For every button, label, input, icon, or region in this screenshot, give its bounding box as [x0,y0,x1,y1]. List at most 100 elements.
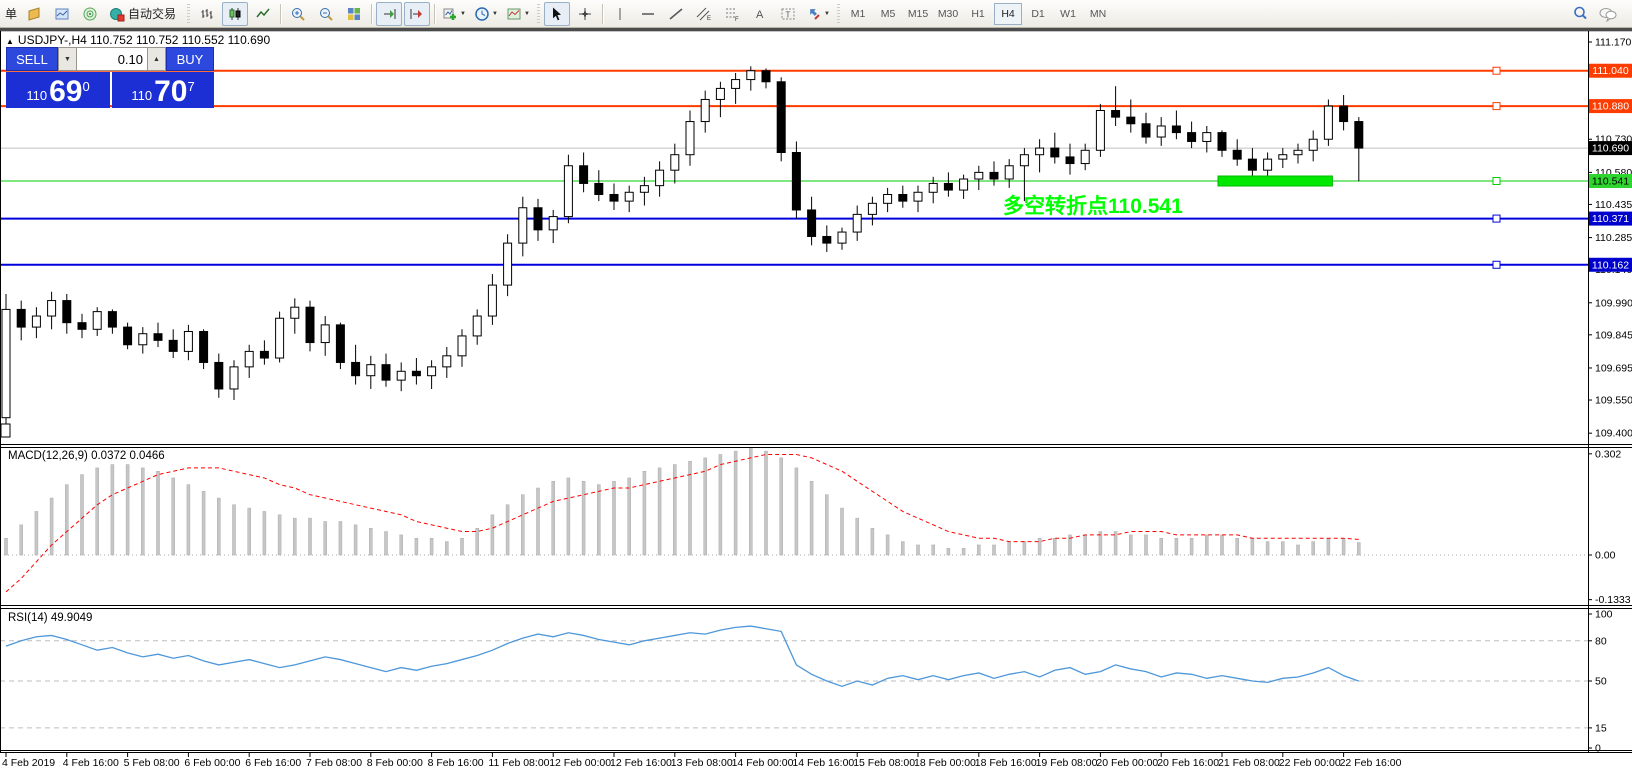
sell-price-tile[interactable]: 110 69 0 [6,72,110,108]
tab-timeframe-h4[interactable]: H4 [994,2,1023,25]
tab-timeframe-w1[interactable]: W1 [1060,7,1076,20]
horizontal-line-button[interactable] [635,2,661,26]
volume-input[interactable] [77,47,147,71]
pivot-annotation-text[interactable]: 多空转折点110.541 [1003,195,1183,218]
chat-icon [1599,7,1617,22]
fibonacci-button[interactable]: F [719,2,745,26]
svg-text:20 Feb 00:00: 20 Feb 00:00 [1096,757,1158,769]
auto-scroll-icon [384,8,396,19]
price-level-line[interactable] [0,260,1588,269]
time-scale[interactable]: 4 Feb 2019 4 Feb 16:00 5 Feb 08:00 6 Feb 00… [2,753,1402,769]
new-order-icon [28,6,40,21]
market-watch-button[interactable] [49,2,75,26]
line-chart-button[interactable] [250,2,276,26]
autotrading-button[interactable]: 自动交易 [105,2,183,26]
tab-timeframe-m30[interactable]: M30 [937,7,959,20]
tile-windows-button[interactable] [341,2,367,26]
bar-chart-button[interactable] [194,2,220,26]
level-handle[interactable] [1492,66,1501,75]
level-handle[interactable] [1492,177,1501,186]
pivot-highlight-box[interactable] [1217,175,1333,187]
svg-text:110.690: 110.690 [1592,143,1629,155]
equidistant-channel-button[interactable]: E [691,2,717,26]
auto-scroll-button[interactable] [376,1,403,26]
level-handle[interactable] [1492,102,1501,111]
tab-timeframe-d1[interactable]: D1 [1031,7,1045,20]
sell-price-sup: 0 [82,79,90,94]
chevron-down-icon: ▼ [824,10,830,17]
tab-timeframe-mn[interactable]: MN [1089,7,1107,20]
zoom-out-button[interactable] [313,2,339,26]
svg-text:110.162: 110.162 [1592,259,1629,271]
price-level-line[interactable] [0,102,1588,111]
text-button[interactable]: A [747,2,773,26]
price-scale[interactable]: 111.170111.025110.880110.730110.580110.4… [1588,37,1632,755]
tab-timeframe-m1[interactable]: M1 [850,7,866,20]
level-handle[interactable] [1492,260,1501,269]
svg-text:-0.1333: -0.1333 [1595,594,1631,606]
price-level-line[interactable] [0,66,1588,75]
trendline-button[interactable] [663,2,689,26]
chart-shift-button[interactable] [404,1,431,26]
toolbar-grip[interactable] [187,3,191,24]
sell-button[interactable]: SELL [6,47,58,71]
toolbar-grip[interactable] [837,3,841,24]
search-icon [1573,6,1587,20]
indicators-add-icon [443,8,457,20]
svg-text:4 Feb 2019: 4 Feb 2019 [2,757,55,769]
crosshair-icon [579,7,592,20]
sell-price-big: 69 [49,75,83,108]
volume-dropdown-button[interactable]: ▼ [58,47,77,71]
templates-button[interactable]: ▼ [503,2,533,26]
periods-button[interactable]: ▼ [471,2,501,26]
vertical-line-button[interactable] [607,2,633,26]
tab-timeframe-h1[interactable]: H1 [971,7,985,20]
candlestick-chart-button[interactable] [222,1,249,26]
text-label-icon: T [781,8,795,19]
indicators-button[interactable]: ▼ [439,2,469,26]
price-badge: 111.040 [1589,63,1632,78]
buy-button[interactable]: BUY [166,47,214,71]
tab-timeframe-m5[interactable]: M5 [880,7,896,20]
chevron-down-icon: ▼ [524,10,530,17]
sell-price-base: 110 [26,88,48,103]
svg-text:8 Feb 00:00: 8 Feb 00:00 [367,757,423,769]
signal-icon [83,7,97,20]
zoom-in-button[interactable] [285,2,311,26]
svg-text:22 Feb 00:00: 22 Feb 00:00 [1279,757,1341,769]
text-label-button[interactable]: T [775,2,801,26]
window-frame-edge [0,28,1632,31]
cursor-button[interactable] [544,1,571,26]
rsi-indicator-label: RSI(14) 49.9049 [8,612,93,624]
svg-text:50: 50 [1595,676,1607,688]
vertical-line-icon [619,7,621,20]
window-grip[interactable] [0,423,11,438]
search-button[interactable] [1567,2,1593,26]
svg-text:12 Feb 00:00: 12 Feb 00:00 [549,757,611,769]
price-level-line[interactable] [0,214,1588,223]
svg-text:6 Feb 00:00: 6 Feb 00:00 [184,757,240,769]
candlestick-chart-icon [229,7,241,20]
toolbar-grip[interactable] [537,3,541,24]
svg-text:14 Feb 00:00: 14 Feb 00:00 [732,757,794,769]
tab-timeframe-m15[interactable]: M15 [907,7,929,20]
main-toolbar: 单 自动交易 ▼ ▼ ▼ E F A T ▼ M1 M5 M15 M30 H1 … [0,0,1632,28]
buy-price-tile[interactable]: 110 70 7 [112,72,214,108]
chat-button[interactable] [1595,2,1621,26]
level-handle[interactable] [1492,214,1501,223]
new-order-button[interactable] [21,2,47,26]
svg-text:5 Feb 08:00: 5 Feb 08:00 [124,757,180,769]
price-level-lines[interactable] [0,66,1588,269]
market-watch-icon [55,8,69,19]
arrows-button[interactable]: ▼ [803,2,833,26]
rsi-grid [0,640,1588,729]
buy-price-big: 70 [154,75,188,108]
signal-button[interactable] [77,2,103,26]
chevron-down-icon: ▼ [460,10,466,17]
new-order-partial-label[interactable]: 单 [5,7,18,21]
chevron-down-icon: ▼ [64,55,71,63]
volume-up-button[interactable]: ▲ [147,47,166,71]
crosshair-button[interactable] [572,2,598,26]
collapse-triangle-icon[interactable]: ▲ [6,37,14,46]
